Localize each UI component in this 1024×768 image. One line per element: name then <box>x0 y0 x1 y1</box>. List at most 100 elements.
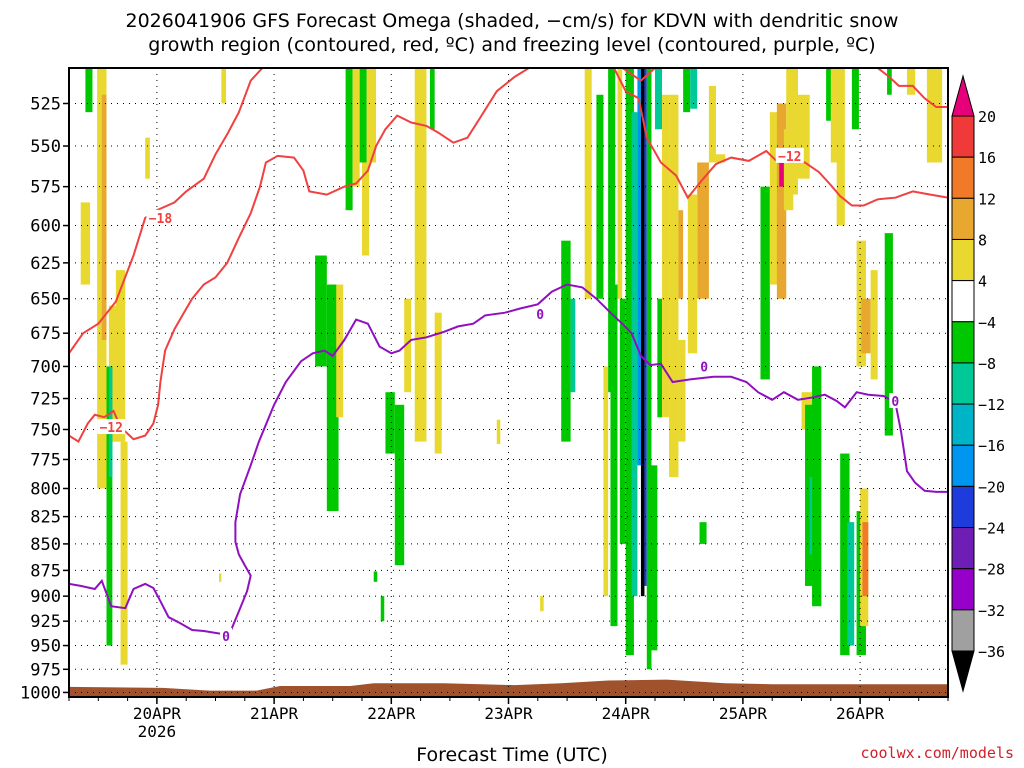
omega-cell <box>219 573 222 582</box>
colorbar-label: 8 <box>978 231 987 249</box>
omega-cell <box>657 298 663 418</box>
omega-cell <box>662 94 670 418</box>
freezing-level-label: 0 <box>700 360 708 375</box>
omega-cell <box>366 68 377 163</box>
omega-cell <box>708 85 716 163</box>
omega-cell <box>336 284 344 418</box>
colorbar-label: −24 <box>978 520 1005 538</box>
freezing-label-backdrop <box>534 306 547 322</box>
omega-cell <box>884 233 893 436</box>
colorbar-label: 12 <box>978 190 996 208</box>
colorbar-label: −36 <box>978 643 1005 661</box>
omega-cell <box>106 366 113 646</box>
y-axis-ticks: 525 550 575 600 625 650 675 700 725 750 775 800 825 8… <box>20 94 69 703</box>
colorbar-label: −16 <box>978 437 1005 455</box>
omega-cell <box>887 68 892 95</box>
omega-cell <box>345 68 353 211</box>
ground-surface <box>69 679 948 697</box>
y-tick-label: 750 <box>30 421 61 441</box>
y-tick-label: 550 <box>30 137 61 157</box>
dgz-contour-label: −12 <box>778 150 801 165</box>
dgz-contour-line <box>69 68 656 444</box>
colorbar-swatch <box>951 115 975 158</box>
dgz-contour-label: −18 <box>149 212 173 227</box>
omega-cell <box>812 366 822 607</box>
x-tick-label: 22APR <box>367 704 416 723</box>
omega-cell <box>847 522 855 646</box>
colorbar-label: 20 <box>978 108 996 126</box>
x-tick-label: 21APR <box>250 704 299 723</box>
omega-cell <box>776 103 787 299</box>
colorbar-bottom-arrow <box>951 650 975 693</box>
omega-cell <box>769 112 780 285</box>
omega-cell <box>120 441 128 665</box>
omega-cell <box>85 68 93 113</box>
omega-cell <box>414 68 427 442</box>
omega-cell <box>651 465 658 651</box>
colorbar-label: 16 <box>978 149 996 167</box>
dgz-label-backdrop <box>97 419 126 435</box>
y-tick-label: 625 <box>30 254 61 274</box>
omega-cell <box>596 94 604 299</box>
colorbar-top-arrow <box>951 74 975 117</box>
colorbar-swatch <box>951 568 975 611</box>
y-tick-label: 875 <box>30 561 61 581</box>
omega-cell <box>926 68 943 163</box>
y-tick-label: 600 <box>30 217 61 237</box>
omega-cell <box>669 94 679 477</box>
omega-cell <box>862 522 869 597</box>
omega-cell <box>646 68 652 670</box>
dgz-contour-line <box>69 68 264 354</box>
omega-cell <box>145 137 150 179</box>
x-tick-label: 24APR <box>602 704 651 723</box>
omega-cell <box>851 68 859 130</box>
omega-cell <box>861 298 871 354</box>
omega-cell <box>786 68 798 195</box>
chart-title-line2: growth region (contoured, red, ºC) and f… <box>148 34 876 56</box>
omega-cell <box>870 270 878 380</box>
colorbar-swatch <box>951 280 975 323</box>
colorbar-label: −20 <box>978 478 1005 496</box>
omega-cell <box>610 284 618 627</box>
ground-fill <box>69 679 948 697</box>
omega-cell <box>678 339 686 442</box>
dgz-contour-label: −12 <box>99 421 122 436</box>
colorbar-swatch <box>951 609 975 652</box>
omega-cell <box>906 68 916 95</box>
omega-cell <box>631 112 638 597</box>
colorbar-swatch <box>951 527 975 570</box>
omega-cell <box>836 68 845 226</box>
omega-cell <box>326 284 339 512</box>
omega-cell <box>80 202 91 285</box>
omega-cell <box>101 94 107 340</box>
colorbar-swatch <box>951 485 975 529</box>
omega-cell <box>570 298 576 393</box>
omega-cell <box>687 194 698 354</box>
colorbar-label: −4 <box>978 314 996 332</box>
credit-text: coolwx.com/models <box>860 744 1014 762</box>
omega-cell <box>584 68 592 299</box>
dgz-label-backdrop <box>775 147 804 163</box>
freezing-level-label: 0 <box>222 630 230 645</box>
omega-cell <box>640 68 645 597</box>
y-tick-label: 575 <box>30 178 61 198</box>
omega-cell <box>221 68 227 104</box>
omega-cell <box>637 68 641 466</box>
omega-shading <box>80 68 943 670</box>
omega-cell <box>603 366 609 597</box>
omega-cell <box>655 68 663 130</box>
contour-lines: −18 −12 −12 0 0 0 0 <box>69 68 948 645</box>
omega-cell <box>352 68 360 187</box>
omega-cell <box>619 298 626 544</box>
y-tick-label: 1000 <box>20 683 61 703</box>
y-tick-label: 825 <box>30 508 61 528</box>
freezing-label-backdrop <box>698 358 711 374</box>
colorbar-swatch <box>951 403 975 446</box>
omega-cell <box>385 392 395 454</box>
omega-cell <box>625 68 634 656</box>
colorbar-label: 4 <box>978 273 987 291</box>
omega-cell <box>678 210 684 299</box>
colorbar-label: −8 <box>978 355 996 373</box>
omega-cell <box>373 571 378 582</box>
